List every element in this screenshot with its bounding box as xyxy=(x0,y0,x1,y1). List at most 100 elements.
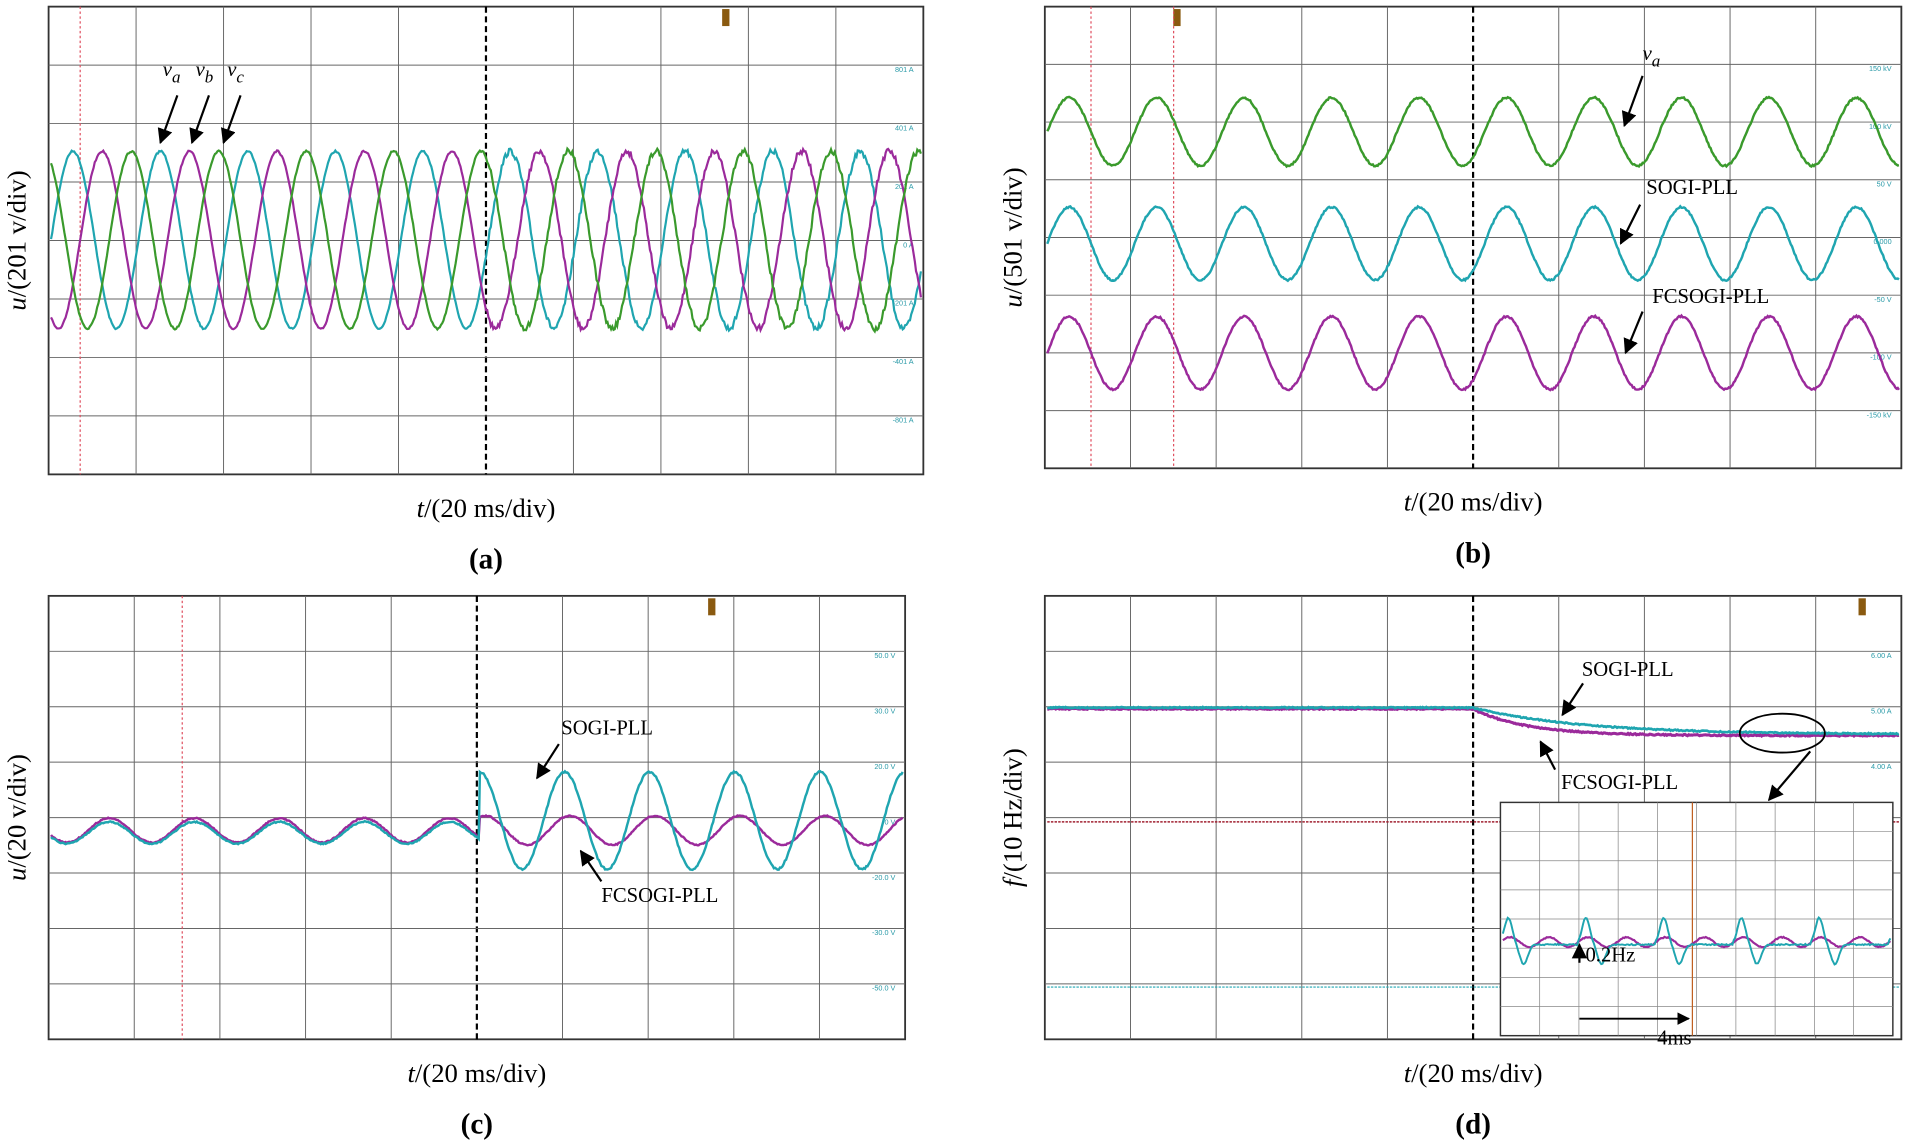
y-axis-label: u/(501 v/div) xyxy=(998,167,1028,307)
subscript: a xyxy=(172,67,181,86)
scale-label: 0 V xyxy=(884,817,895,826)
annotation-text: 0.2Hz xyxy=(1585,944,1635,966)
annotation-text: FCSOGI-PLL xyxy=(1561,772,1678,794)
scale-label: 20.0 V xyxy=(874,762,895,771)
axis-unit: /(201 v/div) xyxy=(2,170,32,297)
scale-label: 0 A xyxy=(903,240,914,249)
axis-var: u xyxy=(998,294,1028,307)
scale-label: 50 V xyxy=(1877,180,1892,189)
arrow xyxy=(157,94,179,145)
caption: (b) xyxy=(1455,537,1491,569)
annotation: vc xyxy=(227,59,244,86)
scale-label: -201 A xyxy=(893,299,914,308)
scale-label: 0.000 xyxy=(1873,237,1891,246)
axis-var: t xyxy=(407,1058,415,1088)
axis-unit: /(501 v/div) xyxy=(998,167,1028,294)
annotation: FCSOGI-PLL xyxy=(1561,772,1678,794)
y-axis-label: u/(20 v/div) xyxy=(2,754,32,881)
waveform xyxy=(1047,706,1900,739)
scale-label: 100 kV xyxy=(1869,122,1892,131)
axis-var: f xyxy=(998,876,1028,887)
symbol: v xyxy=(227,59,237,81)
annotation: va xyxy=(163,59,181,86)
annotation: SOGI-PLL xyxy=(561,717,653,739)
axis-unit: /(10 Hz/div) xyxy=(998,748,1028,879)
scale-label: 50.0 V xyxy=(874,651,895,660)
annotation: SOGI-PLL xyxy=(1582,659,1674,681)
x-axis-label: t/(20 ms/div) xyxy=(1404,1058,1543,1088)
scale-label: 30.0 V xyxy=(874,707,895,716)
annotation: FCSOGI-PLL xyxy=(1652,286,1769,308)
annotation: 0.2Hz xyxy=(1585,944,1635,966)
scale-label: 801 A xyxy=(895,65,914,74)
axis-unit: /(20 ms/div) xyxy=(1411,487,1542,517)
trigger-marker xyxy=(722,9,730,27)
arrow xyxy=(1619,204,1642,245)
arrow xyxy=(1621,75,1644,128)
axis-var: u xyxy=(2,297,32,310)
scale-label: -20.0 V xyxy=(872,873,896,882)
waveform xyxy=(49,145,922,334)
annotation: FCSOGI-PLL xyxy=(601,885,718,907)
annotation: va xyxy=(1643,43,1661,70)
subscript: a xyxy=(1652,51,1661,70)
waveform xyxy=(1046,204,1900,283)
trigger-marker xyxy=(1858,598,1866,616)
waveform xyxy=(49,146,922,333)
scale-label: -50.0 V xyxy=(872,984,896,993)
annotation-text: FCSOGI-PLL xyxy=(1652,286,1769,308)
axis-var: t xyxy=(417,493,425,523)
scale-label: 201 A xyxy=(895,182,914,191)
x-axis-label: t/(20 ms/div) xyxy=(417,493,556,523)
symbol: v xyxy=(1643,43,1653,65)
trigger-marker xyxy=(1173,9,1181,27)
arrow xyxy=(536,743,560,780)
waveform xyxy=(50,146,922,334)
waveform xyxy=(50,769,904,872)
waveform xyxy=(1046,95,1900,169)
waveform xyxy=(1047,705,1900,736)
trigger-marker xyxy=(708,598,716,616)
arrow xyxy=(1623,311,1644,355)
axis-unit: /(20 ms/div) xyxy=(1411,1058,1542,1088)
scale-label: 4.00 A xyxy=(1871,762,1892,771)
axis-unit: /(20 ms/div) xyxy=(415,1058,546,1088)
scale-label: -150 kV xyxy=(1867,410,1892,419)
axis-unit: /(20 v/div) xyxy=(2,754,32,868)
arrow xyxy=(220,94,242,145)
scale-label: -30.0 V xyxy=(872,928,896,937)
axis-unit: /(20 ms/div) xyxy=(424,493,555,523)
annotation-text: SOGI-PLL xyxy=(1646,177,1738,199)
caption: (a) xyxy=(469,544,503,576)
annotation: vb xyxy=(196,59,214,86)
annotation-text: SOGI-PLL xyxy=(1582,659,1674,681)
symbol: v xyxy=(196,59,206,81)
scale-label: 6.00 A xyxy=(1871,651,1892,660)
x-axis-label: t/(20 ms/div) xyxy=(407,1058,546,1088)
waveform xyxy=(1501,916,1892,966)
scale-label: 401 A xyxy=(895,123,914,132)
y-axis-label: u/(201 v/div) xyxy=(2,170,32,310)
y-axis-label: f/(10 Hz/div) xyxy=(998,748,1028,887)
annotation: SOGI-PLL xyxy=(1646,177,1738,199)
arrow xyxy=(1767,750,1812,802)
annotation-text: FCSOGI-PLL xyxy=(601,885,718,907)
scale-label: 5.00 A xyxy=(1871,707,1892,716)
caption: (c) xyxy=(461,1108,493,1140)
subscript: b xyxy=(205,67,214,86)
highlight-ellipse xyxy=(1738,712,1826,754)
annotation-text: 4ms xyxy=(1657,1027,1691,1049)
symbol: v xyxy=(163,59,173,81)
scale-label: -801 A xyxy=(893,416,914,425)
scale-label: -401 A xyxy=(893,357,914,366)
x-axis-label: t/(20 ms/div) xyxy=(1404,487,1543,517)
scale-label: 150 kV xyxy=(1869,64,1892,73)
arrow xyxy=(579,849,603,882)
caption: (d) xyxy=(1455,1108,1491,1140)
axis-var: t xyxy=(1404,487,1412,517)
waveform xyxy=(1046,313,1900,392)
axis-var: t xyxy=(1404,1058,1412,1088)
subscript: c xyxy=(236,67,244,86)
arrow xyxy=(1539,740,1557,771)
